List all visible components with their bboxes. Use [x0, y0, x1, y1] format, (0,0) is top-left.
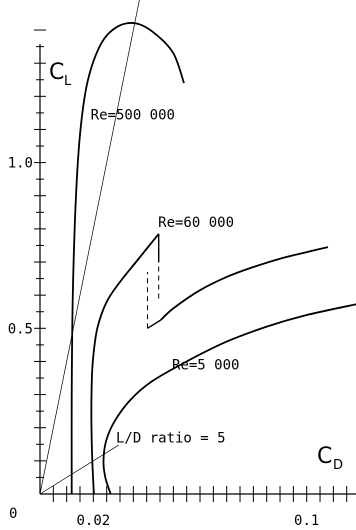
polar-curve-3 — [160, 246, 329, 321]
x-axis-label: C — [317, 444, 332, 469]
y-axis-label: C — [49, 60, 64, 85]
origin-label: 0 — [9, 506, 17, 522]
curves — [70, 22, 356, 495]
axes — [39, 44, 356, 495]
annotation-label: Re=5 000 — [172, 358, 239, 374]
annotation-label: L/D ratio = 40 — [109, 0, 227, 3]
polar-curve-4 — [102, 303, 356, 495]
reference-line-ld40 — [39, 0, 140, 495]
reference-line-ld5 — [39, 444, 120, 495]
x-tick-label: 0.1 — [294, 513, 319, 529]
ticks — [34, 29, 348, 502]
x-tick-label: 0.02 — [76, 513, 110, 529]
y-tick-label: 0.5 — [8, 321, 33, 337]
y-tick-label: 1.0 — [8, 156, 33, 172]
annotation-label: Re=500 000 — [91, 108, 175, 124]
reference-lines — [39, 0, 140, 495]
hysteresis-step-line — [147, 319, 162, 329]
y-axis-label-subscript: L — [64, 74, 72, 89]
polar-curve-2 — [90, 233, 160, 495]
labels: 0 C L C D 0.02 0.1 0.5 1.0 Re=500 000 Re=60 0… — [8, 0, 343, 529]
polar-curve-1 — [70, 22, 185, 495]
annotation-label: L/D ratio = 5 — [116, 431, 226, 447]
annotation-label: Re=60 000 — [158, 215, 234, 231]
x-axis-label-subscript: D — [333, 458, 343, 473]
